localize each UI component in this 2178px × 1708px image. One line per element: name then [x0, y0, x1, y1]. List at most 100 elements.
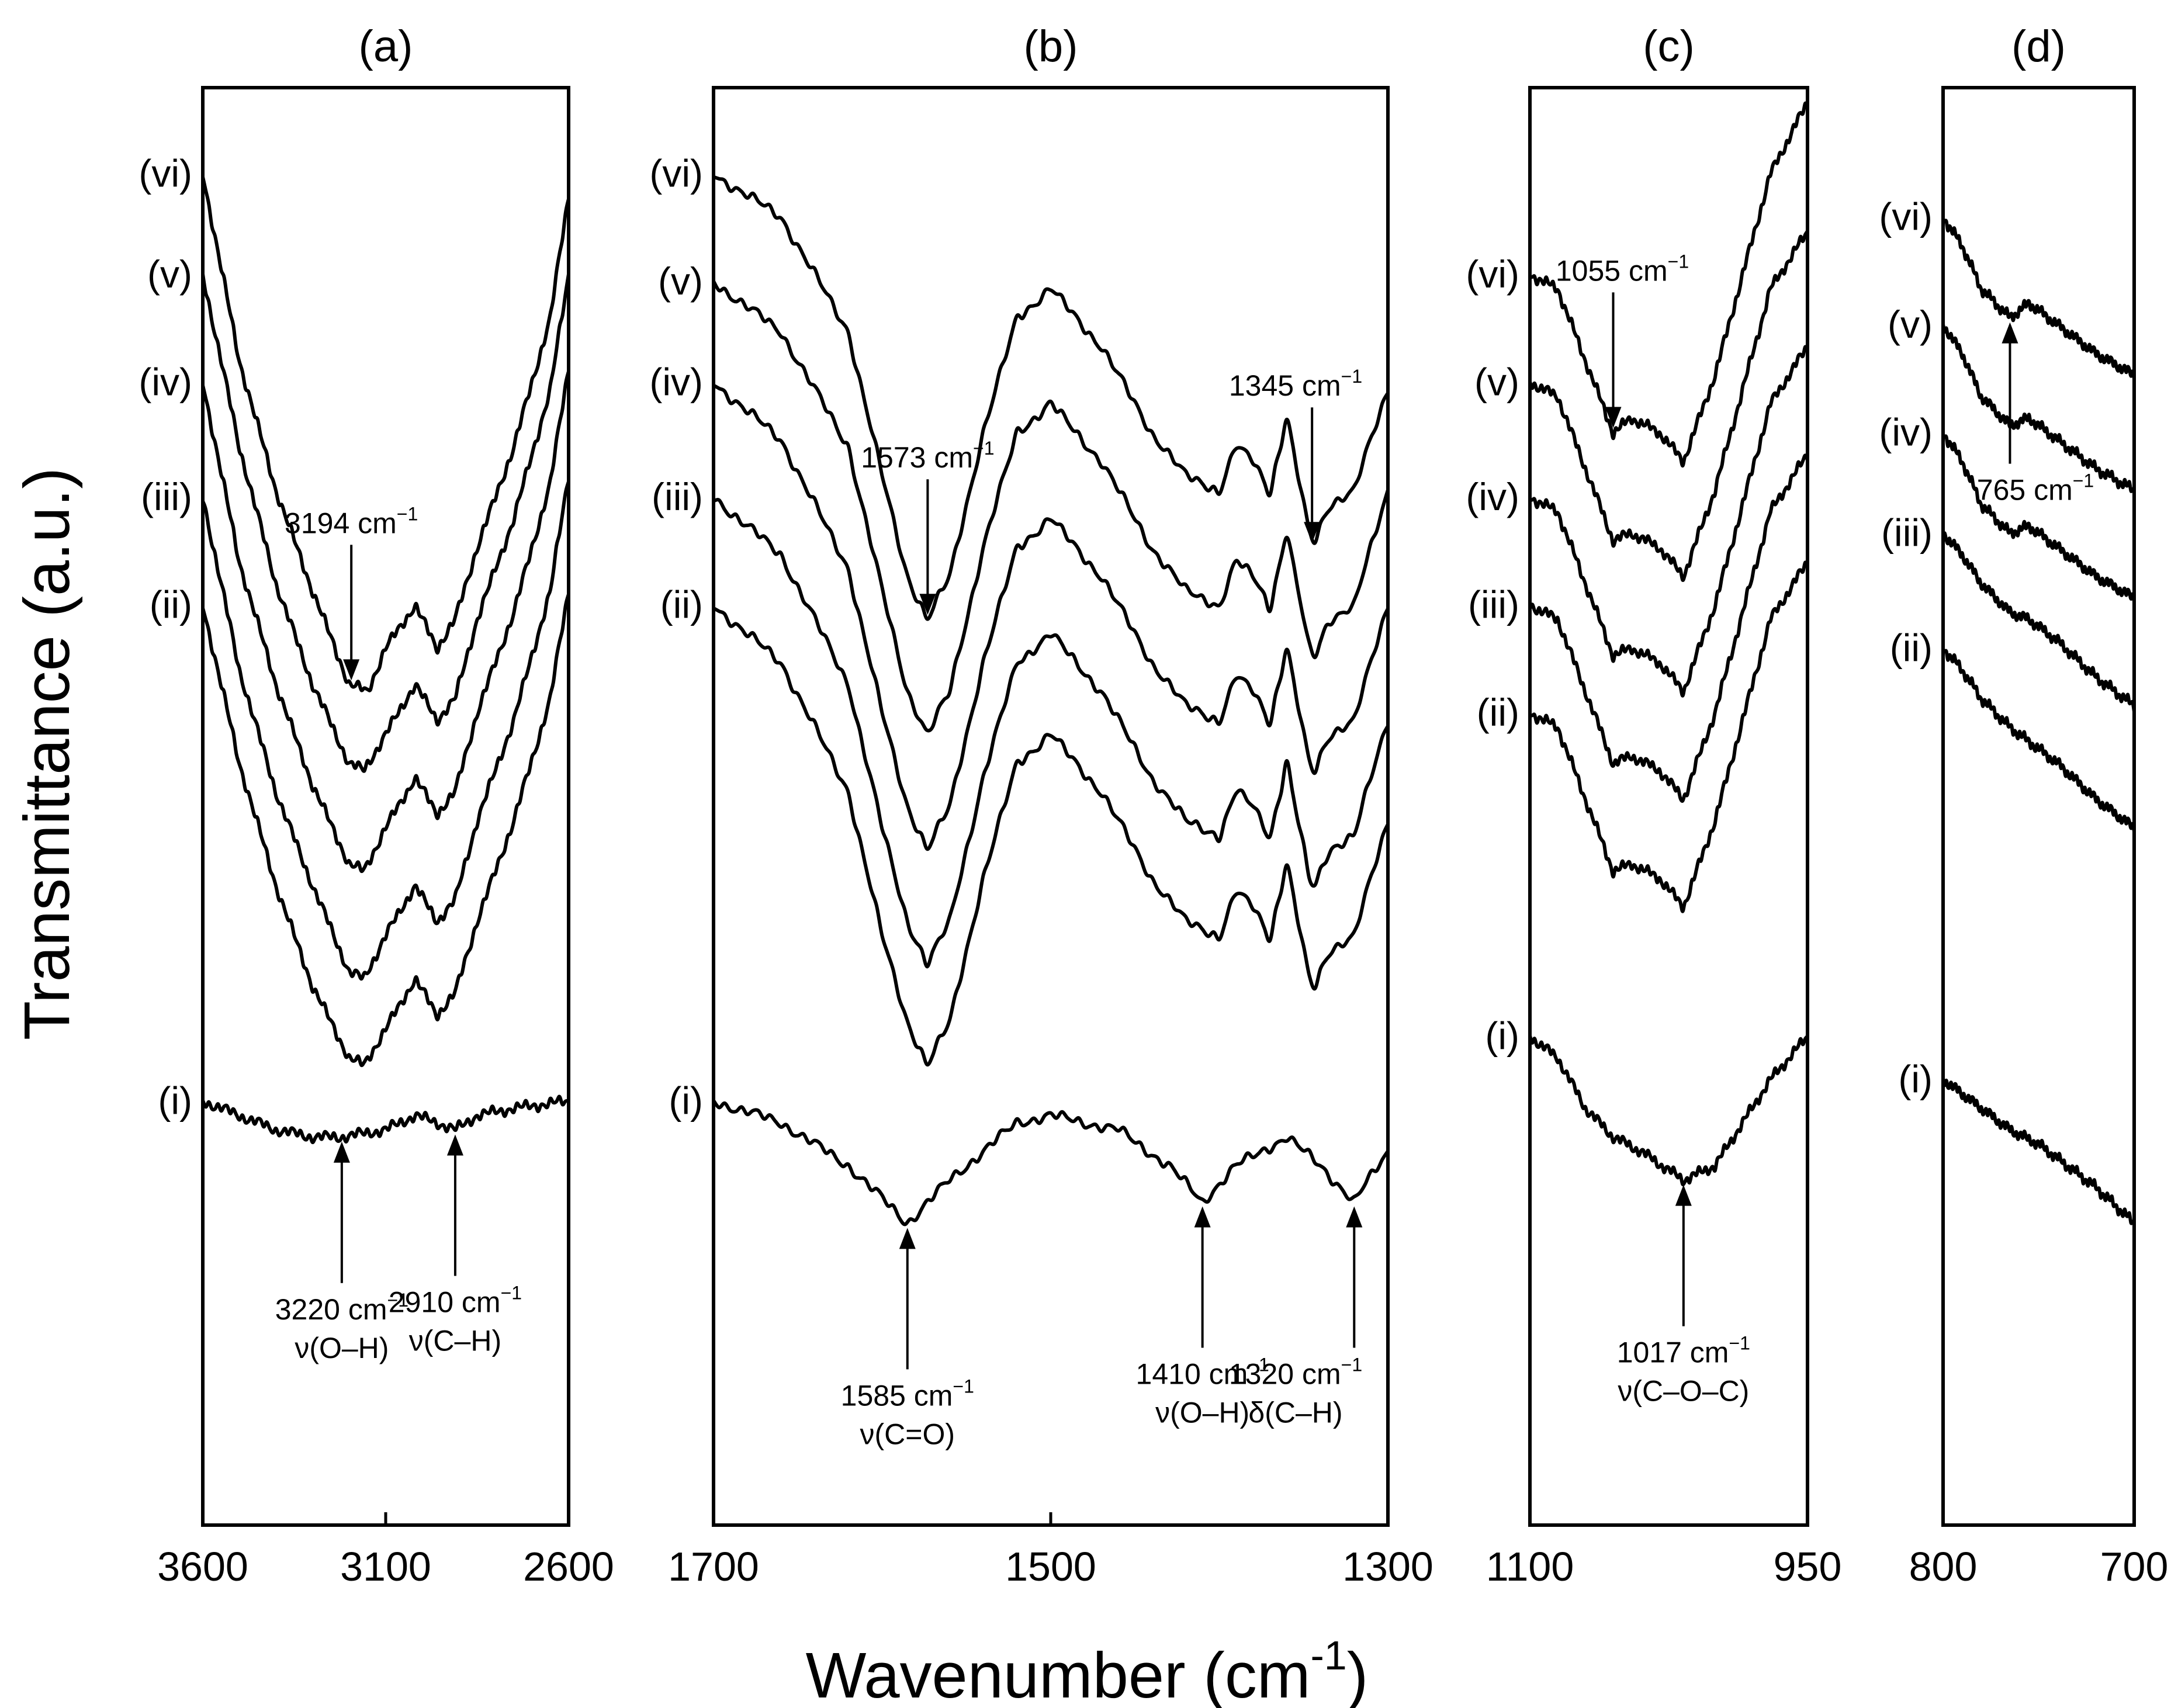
panel-d-series-label-ii: (ii) [1890, 626, 1933, 669]
panel-c-series-label-iii: (iii) [1468, 583, 1519, 626]
panel-c-series-label-v: (v) [1474, 360, 1519, 403]
annotation-label: 1345 cm−1 [1229, 366, 1362, 402]
annotation-label: 2910 cm−1 [389, 1283, 522, 1319]
panel-d-series-vi [1941, 218, 2136, 380]
panel-a: (a) 3600 3100 2600 (vi) (v) (iv) (iii) (ii) (i) 31… [138, 22, 614, 1589]
annotation-1055: 1055 cm−1 [1556, 251, 1689, 428]
annotation-1573: 1573 cm−1 [861, 438, 995, 615]
panel-a-series-v [201, 272, 570, 773]
panel-c-tick-label: 1100 [1486, 1544, 1574, 1589]
panel-d: (d) 800 700 (vi) (v) (iv) (iii) (ii) (i) 765 cm−1 [1879, 22, 2168, 1589]
panel-d-tick-label: 700 [2100, 1544, 2169, 1589]
annotation-label: 1017 cm−1 [1617, 1333, 1750, 1369]
annotation-arrowhead [446, 1134, 463, 1156]
panel-d-series-ii [1941, 649, 2136, 833]
panel-b-series-label-vi: (vi) [649, 152, 703, 195]
annotation-arrowhead [343, 659, 360, 681]
panel-a-title: (a) [359, 22, 413, 71]
annotation-765: 765 cm−1 [1977, 322, 2094, 507]
annotation-3220: 3220 cm−1 ν(O–H) [275, 1141, 408, 1364]
panel-b-series-v [712, 279, 1390, 733]
panel-c-series-vi [1528, 101, 1809, 468]
panel-d-series-iv [1941, 434, 2136, 604]
annotation-label: 1055 cm−1 [1556, 251, 1689, 287]
annotation-label: 1573 cm−1 [861, 438, 994, 474]
annotation-label: 1410 cm−1 [1136, 1354, 1269, 1391]
panel-d-series-v [1941, 322, 2136, 493]
annotation-label: 3194 cm−1 [285, 503, 418, 539]
panel-d-series-i [1941, 1077, 2136, 1225]
panel-a-tick-label: 2600 [523, 1544, 614, 1589]
panel-a-series-label-ii: (ii) [150, 583, 192, 626]
annotation-1320: 1320 cm−1 δ(C–H) [1229, 1206, 1363, 1429]
panel-c-series-label-ii: (ii) [1477, 691, 1519, 734]
annotation-label: 3220 cm−1 [275, 1290, 408, 1326]
panel-b-tick-label: 1500 [1005, 1544, 1096, 1589]
annotation-label: 1585 cm−1 [841, 1376, 974, 1412]
annotation-arrowhead [1304, 522, 1321, 543]
panel-b-series-i [712, 1099, 1390, 1227]
annotation-assignment: ν(C–H) [409, 1325, 501, 1357]
panel-c-frame [1528, 86, 1809, 1527]
panel-d-series-label-iv: (iv) [1879, 410, 1933, 453]
panel-a-series-label-iii: (iii) [141, 475, 192, 518]
annotation-1345: 1345 cm−1 [1229, 366, 1362, 543]
annotation-arrowhead [919, 594, 936, 615]
panel-c-series-label-iv: (iv) [1466, 475, 1519, 518]
panel-d-series-iii [1941, 531, 2136, 713]
x-axis-label-main: Wavenumber (cm [806, 1640, 1311, 1708]
annotation-assignment: δ(C–H) [1248, 1397, 1342, 1429]
panel-c-series-label-i: (i) [1485, 1014, 1519, 1058]
panel-c-title: (c) [1643, 22, 1695, 71]
panel-b-series-ii [712, 606, 1390, 1067]
panel-c: (c) 1100 950 (vi) (v) (iv) (iii) (ii) (i) 1055 cm… [1466, 22, 1841, 1589]
panel-b-tick-label: 1300 [1342, 1544, 1433, 1589]
panel-b-series-label-iv: (iv) [649, 360, 703, 403]
panel-b-series-iv [712, 383, 1390, 851]
panel-c-series-label-vi: (vi) [1466, 252, 1519, 296]
panel-d-frame [1941, 86, 2136, 1527]
annotation-1017: 1017 cm−1 ν(C–O–C) [1617, 1184, 1750, 1408]
panel-c-series-i [1528, 1034, 1809, 1187]
annotation-arrowhead [1346, 1206, 1363, 1228]
panel-b-series-label-i: (i) [669, 1079, 703, 1122]
annotation-2910: 2910 cm−1 ν(C–H) [389, 1134, 522, 1357]
panel-b-series-label-ii: (ii) [660, 583, 703, 626]
panel-a-series-label-i: (i) [158, 1079, 192, 1122]
panel-d-series-label-vi: (vi) [1879, 195, 1933, 238]
panel-a-series-ii [201, 592, 570, 1068]
panel-d-series-label-v: (v) [1888, 303, 1933, 346]
annotation-assignment: ν(C=O) [860, 1418, 955, 1450]
panel-a-tick-label: 3100 [340, 1544, 431, 1589]
panel-d-title: (d) [2011, 22, 2066, 71]
annotation-assignment: ν(C–O–C) [1618, 1375, 1749, 1408]
x-axis-label: Wavenumber (cm-1) [806, 1633, 1369, 1708]
panel-c-series-iv [1528, 345, 1809, 698]
annotation-arrowhead [1194, 1206, 1211, 1228]
panel-b: (b) 1700 1500 1300 (vi) (v) (iv) (iii) (ii) (i) 15… [649, 22, 1433, 1589]
panel-d-tick-label: 800 [1909, 1544, 1978, 1589]
panel-a-series-vi [201, 175, 570, 692]
annotation-3194: 3194 cm−1 [285, 503, 418, 681]
panel-a-series-iii [201, 480, 570, 981]
panel-a-series-i [201, 1094, 570, 1144]
annotation-arrowhead [1675, 1184, 1692, 1206]
panel-b-series-iii [712, 498, 1390, 969]
x-axis-label-close: ) [1347, 1640, 1369, 1708]
panel-b-series-label-iii: (iii) [652, 475, 703, 518]
panel-a-tick-label: 3600 [157, 1544, 248, 1589]
panel-a-series-label-v: (v) [147, 252, 192, 296]
panel-a-series-label-iv: (iv) [138, 360, 192, 403]
panel-c-series-ii [1528, 560, 1809, 913]
annotation-arrowhead [2002, 322, 2018, 344]
panel-b-series-label-v: (v) [658, 259, 703, 303]
panel-c-series-v [1528, 229, 1809, 582]
annotation-1410: 1410 cm−1 ν(O–H) [1136, 1206, 1269, 1429]
panel-c-tick-label: 950 [1774, 1544, 1842, 1589]
panel-a-series-iv [201, 369, 570, 874]
panel-b-series-vi [712, 175, 1390, 621]
annotation-arrowhead [333, 1141, 350, 1163]
panel-d-series-label-iii: (iii) [1881, 511, 1933, 555]
panel-b-title: (b) [1024, 22, 1078, 71]
